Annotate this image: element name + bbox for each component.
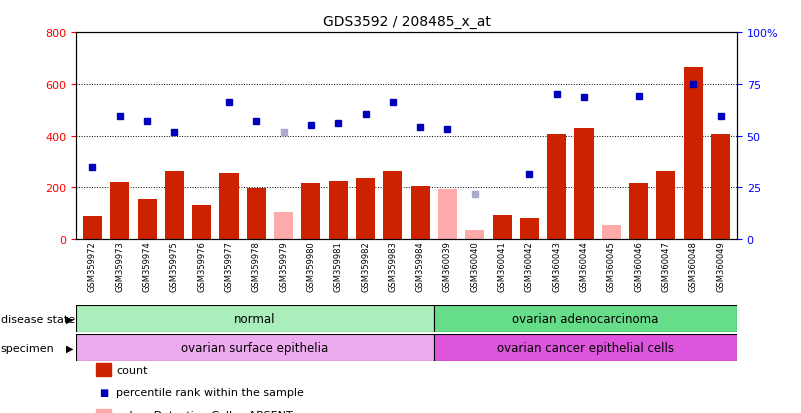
Bar bbox=[384, 171, 402, 240]
Bar bbox=[274, 212, 293, 240]
Bar bbox=[711, 135, 730, 240]
Text: percentile rank within the sample: percentile rank within the sample bbox=[116, 387, 304, 397]
Bar bbox=[629, 184, 648, 240]
Bar bbox=[574, 128, 594, 240]
Bar bbox=[192, 206, 211, 240]
Bar bbox=[434, 335, 737, 361]
Bar bbox=[138, 199, 157, 240]
Text: ■: ■ bbox=[99, 387, 108, 397]
Bar bbox=[493, 215, 512, 240]
Text: disease state: disease state bbox=[1, 314, 75, 324]
Bar bbox=[411, 187, 429, 240]
Text: ovarian cancer epithelial cells: ovarian cancer epithelial cells bbox=[497, 342, 674, 354]
Text: ▶: ▶ bbox=[66, 314, 73, 324]
Bar bbox=[247, 189, 266, 240]
Text: count: count bbox=[116, 365, 147, 375]
Bar bbox=[434, 306, 737, 332]
Text: ovarian surface epithelia: ovarian surface epithelia bbox=[182, 342, 328, 354]
Bar bbox=[602, 225, 621, 240]
Bar bbox=[438, 189, 457, 240]
Bar bbox=[111, 183, 129, 240]
Bar bbox=[301, 184, 320, 240]
Title: GDS3592 / 208485_x_at: GDS3592 / 208485_x_at bbox=[323, 15, 490, 29]
Bar bbox=[219, 174, 239, 240]
Text: specimen: specimen bbox=[1, 343, 54, 353]
Text: ovarian adenocarcinoma: ovarian adenocarcinoma bbox=[513, 313, 658, 325]
Bar bbox=[520, 219, 539, 240]
Bar bbox=[328, 181, 348, 240]
Text: value, Detection Call = ABSENT: value, Detection Call = ABSENT bbox=[116, 410, 293, 413]
Bar bbox=[165, 171, 184, 240]
Bar bbox=[356, 179, 375, 240]
Bar bbox=[83, 216, 102, 240]
Text: ▶: ▶ bbox=[66, 343, 73, 353]
Bar bbox=[656, 171, 675, 240]
Bar bbox=[76, 335, 434, 361]
Bar bbox=[684, 68, 702, 240]
Bar bbox=[76, 306, 434, 332]
Text: normal: normal bbox=[235, 313, 276, 325]
Bar bbox=[547, 135, 566, 240]
Bar bbox=[465, 230, 485, 240]
